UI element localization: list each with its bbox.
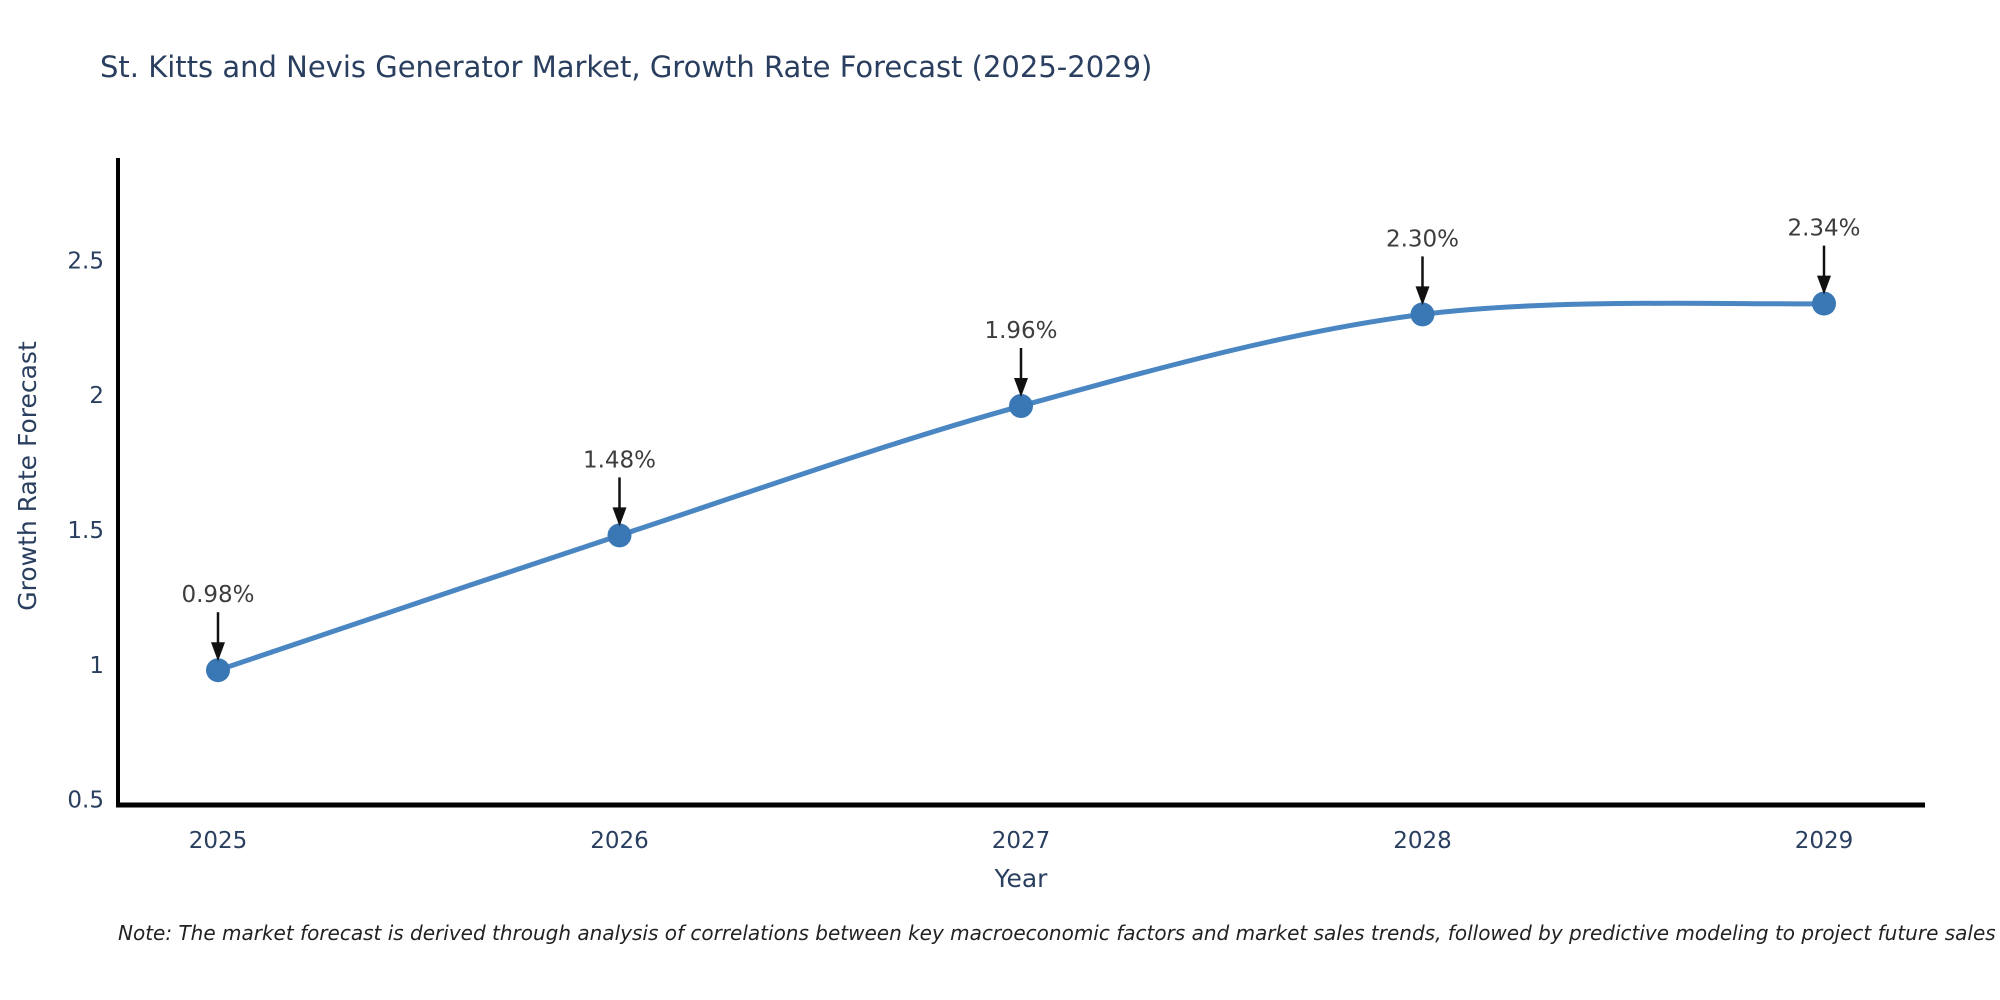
data-point-marker	[1410, 302, 1435, 327]
footnote: Note: The market forecast is derived thr…	[118, 921, 1996, 945]
annotation-label: 0.98%	[181, 582, 254, 608]
data-point-marker	[206, 658, 230, 683]
data-point-marker	[1812, 291, 1836, 316]
y-tick-label: 2	[89, 383, 104, 409]
y-tick-label: 1.5	[67, 518, 104, 544]
data-point-marker	[607, 523, 632, 548]
annotation-label: 1.96%	[984, 318, 1057, 344]
annotation-arrowhead	[1415, 286, 1430, 306]
annotation-arrowhead	[612, 507, 627, 527]
annotation-arrowhead	[1014, 378, 1028, 397]
annotation-label: 2.34%	[1787, 216, 1860, 242]
annotation-arrowhead	[1817, 275, 1831, 295]
annotation-label: 2.30%	[1386, 226, 1459, 252]
y-tick-label: 0.5	[67, 788, 104, 814]
x-tick-label: 2028	[1393, 828, 1452, 854]
data-point-marker	[1009, 394, 1033, 418]
plot-dynamic-layer: 0.5 1 1.5 2 2.5 2025 2026 2027 2028 2029 0.98% 1.48…	[67, 216, 1860, 854]
annotation-label: 1.48%	[583, 447, 656, 473]
chart-title: St. Kitts and Nevis Generator Market, Gr…	[100, 50, 1153, 84]
x-axis-title: Year	[994, 864, 1049, 893]
x-tick-label: 2026	[590, 828, 649, 854]
x-tick-label: 2025	[189, 828, 248, 854]
x-tick-label: 2027	[992, 828, 1051, 854]
x-tick-label: 2029	[1795, 828, 1854, 854]
annotation-arrowhead	[211, 642, 225, 662]
y-tick-label: 1	[89, 653, 104, 679]
y-tick-label: 2.5	[67, 248, 104, 274]
y-axis-title: Growth Rate Forecast	[13, 341, 42, 611]
